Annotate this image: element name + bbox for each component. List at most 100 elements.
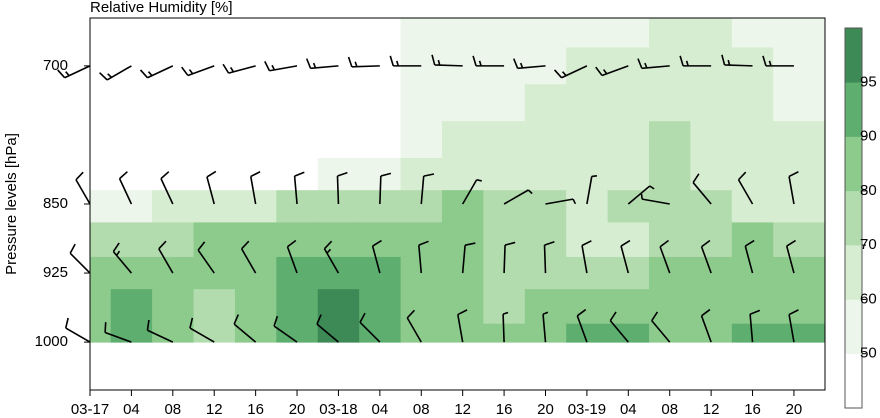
rh-cell — [649, 84, 691, 122]
rh-cell — [317, 18, 360, 48]
colorbar-tick-label: 50 — [860, 345, 877, 362]
wind-barb — [264, 61, 298, 72]
wind-barb — [189, 317, 215, 343]
rh-cell — [317, 157, 360, 191]
wind-barb — [158, 240, 174, 274]
rh-cell — [276, 121, 319, 159]
rh-cell — [483, 289, 526, 325]
wind-barb — [69, 243, 91, 274]
rh-cell — [524, 222, 567, 258]
colorbar-tick-label: 80 — [860, 182, 877, 199]
rh-cell — [110, 256, 153, 290]
rh-cell — [483, 157, 526, 191]
wind-barb — [418, 240, 429, 274]
rh-cell — [317, 84, 360, 122]
rh-cell — [441, 323, 484, 343]
wind-barb — [146, 319, 174, 343]
rh-cell — [773, 222, 826, 258]
rh-cell — [607, 121, 650, 159]
rh-cell — [773, 157, 826, 191]
colorbar-frame — [844, 27, 863, 409]
rh-cell — [276, 256, 319, 290]
rh-cell — [566, 190, 609, 223]
rh-cell — [649, 256, 691, 290]
rh-cell — [400, 256, 443, 290]
rh-cell — [524, 157, 567, 191]
rh-cell — [441, 84, 484, 122]
rh-cell — [90, 47, 112, 85]
rh-cell — [607, 157, 650, 191]
rh-cell — [400, 18, 443, 48]
rh-cell — [607, 289, 650, 325]
rh-cell — [731, 222, 774, 258]
wind-barb — [744, 239, 755, 274]
rh-cell — [607, 256, 650, 290]
rh-cell — [773, 121, 826, 159]
wind-barb — [160, 171, 174, 205]
rh-cell — [690, 289, 733, 325]
colorbar-band — [845, 299, 862, 355]
wind-barb — [118, 171, 133, 205]
rh-cell — [276, 18, 319, 48]
rh-cell — [193, 18, 236, 48]
rh-cell — [566, 18, 609, 48]
wind-barb — [249, 171, 261, 205]
x-tick-label: 03-18 — [319, 401, 357, 418]
rh-cell — [649, 121, 691, 159]
rh-cell — [607, 18, 650, 48]
rh-cell — [276, 323, 319, 343]
x-tick-label: 12 — [206, 401, 223, 418]
rh-cell — [773, 256, 826, 290]
rh-cell — [90, 289, 112, 325]
wind-barb — [620, 239, 631, 274]
y-tick-label: 850 — [43, 195, 68, 212]
rh-cell — [152, 222, 195, 258]
wind-barb — [305, 58, 339, 70]
rh-cell — [193, 190, 236, 223]
wind-barb — [543, 240, 555, 274]
x-tick-label: 08 — [413, 401, 430, 418]
wind-barb — [461, 178, 482, 205]
rh-cell — [152, 18, 195, 48]
rh-cell — [690, 222, 733, 258]
x-tick-label: 04 — [123, 401, 140, 418]
rh-cell — [441, 190, 484, 223]
rh-cell — [234, 256, 277, 290]
x-tick-label: 16 — [496, 401, 513, 418]
wind-barb — [206, 170, 217, 205]
x-tick-label: 03-17 — [71, 401, 109, 418]
rh-cell — [234, 18, 277, 48]
x-tick-label: 16 — [247, 401, 264, 418]
wind-barb — [139, 65, 174, 79]
wind-barb — [104, 322, 132, 343]
wind-barb — [545, 198, 577, 205]
wind-barb — [286, 239, 298, 274]
rh-cell — [566, 157, 609, 191]
rh-cell — [110, 121, 153, 159]
wind-barb — [359, 312, 381, 343]
wind-barb — [420, 173, 435, 205]
rh-cell — [317, 323, 360, 343]
rh-cell — [234, 190, 277, 223]
wind-barb — [323, 240, 340, 274]
x-tick-label: 03-19 — [568, 401, 606, 418]
wind-barb — [197, 241, 215, 274]
wind-barb — [181, 65, 215, 77]
x-tick-label: 20 — [537, 401, 554, 418]
rh-cell — [649, 157, 691, 191]
rh-cell — [441, 157, 484, 191]
x-tick-label: 04 — [620, 401, 637, 418]
rh-cell — [400, 222, 443, 258]
rh-cell — [524, 47, 567, 85]
rh-cell — [359, 289, 402, 325]
rh-cell — [690, 84, 733, 122]
rh-cell — [773, 18, 826, 48]
rh-cell — [234, 222, 277, 258]
rh-cell — [110, 222, 153, 258]
wind-barb — [692, 173, 712, 205]
rh-cell — [110, 157, 153, 191]
rh-cell — [152, 256, 195, 290]
rh-cell — [400, 157, 443, 191]
rh-cell — [649, 222, 691, 258]
wind-barb — [737, 171, 754, 205]
